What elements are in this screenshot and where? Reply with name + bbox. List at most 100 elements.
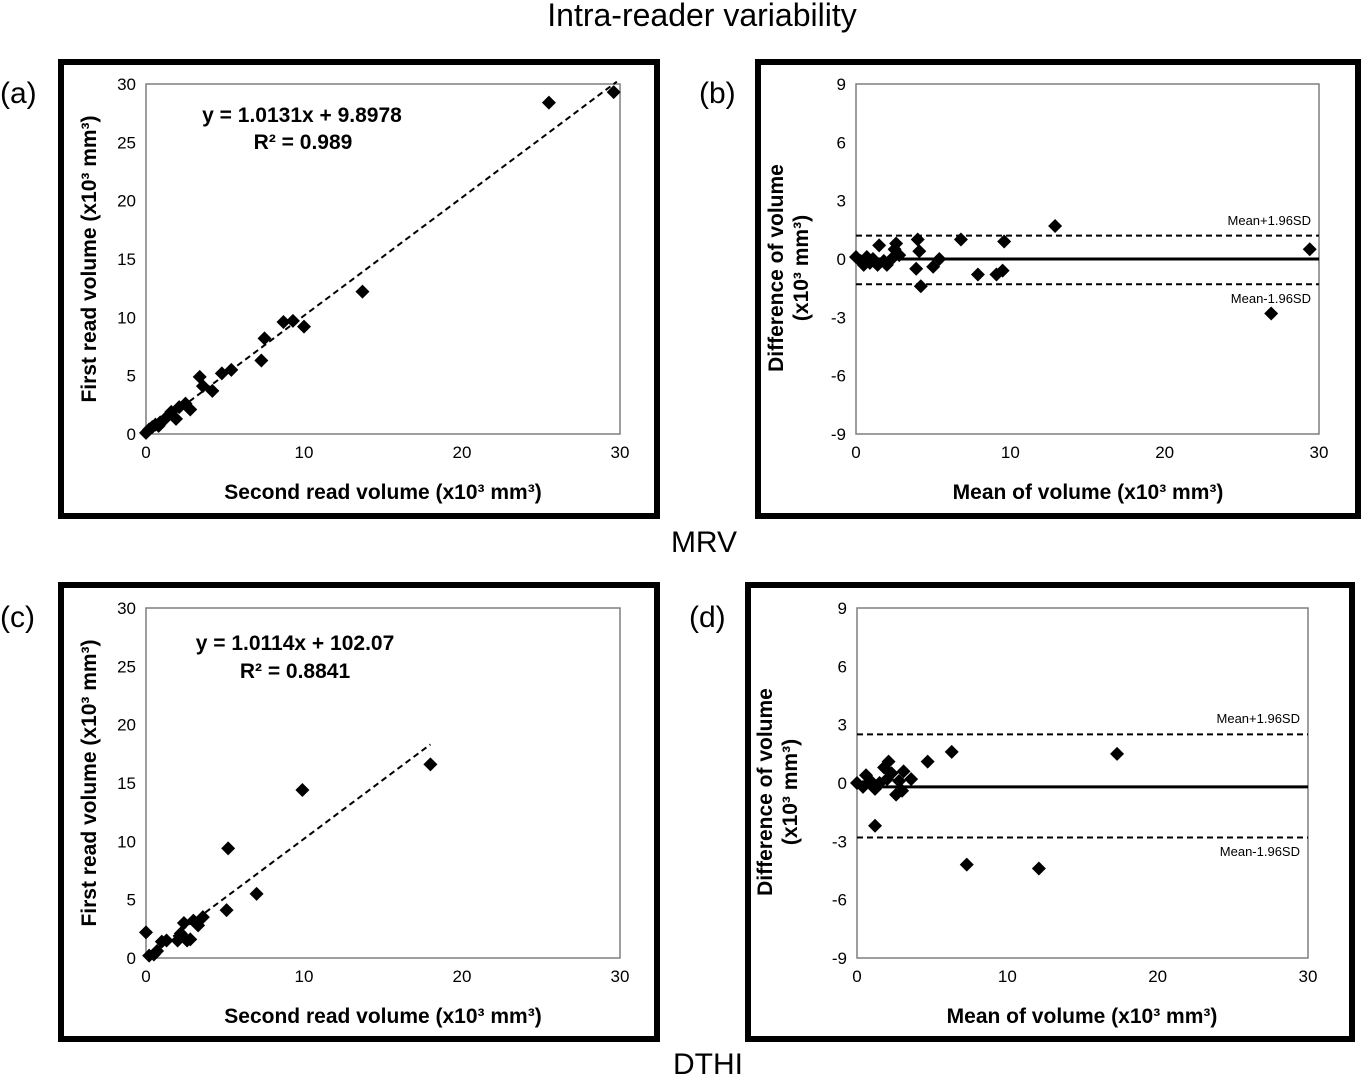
panel-d-data-point (881, 754, 896, 769)
panel-c-frame (58, 582, 660, 1042)
section-label-mrv: MRV (671, 526, 737, 559)
panel-d-marks: 0 10 20 30 -9 -6 -3 0 3 6 9 (832, 599, 1318, 986)
panel-d-data-point (959, 857, 974, 872)
panel-c-ylabel: First read volume (x10³ mm³) (78, 639, 101, 926)
panel-b-data-point (1048, 218, 1063, 233)
panel-a-data-point (285, 313, 300, 328)
panel-a-data-point (254, 353, 269, 368)
panel-c-xtick-label: 10 (295, 967, 314, 986)
panel-a-ylabel: First read volume (x10³ mm³) (78, 115, 101, 402)
panel-a-data-point (355, 284, 370, 299)
panel-a-ytick-label: 25 (117, 133, 136, 152)
panel-b-data-point (913, 279, 928, 294)
panel-b-ytick-label: 9 (837, 75, 846, 94)
panel-a-data-point (541, 95, 556, 110)
panel-c-xtick-label: 20 (453, 967, 472, 986)
panel-d-data-point (904, 772, 919, 787)
panel-c-label: (c) (0, 601, 35, 634)
panel-b-ytick-label: 3 (837, 192, 846, 211)
panel-c-data-point (195, 910, 210, 925)
panel-c-xlabel: Second read volume (x10³ mm³) (224, 1005, 541, 1028)
panel-c-data-point (423, 757, 438, 772)
panel-b-data-point (953, 232, 968, 247)
panel-a-trendline (148, 80, 618, 433)
panel-b-data-point (909, 261, 924, 276)
panel-d-data-point (884, 766, 899, 781)
panel-d-ytick-label: -3 (832, 832, 847, 851)
panel-c-data-point (176, 916, 191, 930)
panel-d-xtick-label: 0 (852, 967, 861, 986)
panel-d-xtick-label: 20 (1148, 967, 1167, 986)
panel-c-ytick-label: 20 (117, 716, 136, 735)
panel-b-frame (755, 59, 1361, 519)
panel-a-data-point (183, 402, 198, 417)
panel-a-xtick-label: 30 (611, 443, 630, 462)
panel-c-xtick-label: 0 (141, 967, 150, 986)
panel-b-ytick-label: -9 (831, 425, 846, 444)
panel-d-xlabel: Mean of volume (x10³ mm³) (947, 1005, 1218, 1028)
panel-a-data-point (297, 319, 311, 334)
panel-a-xtick-label: 0 (141, 443, 150, 462)
panel-d-data-point (920, 754, 935, 769)
panel-c-ytick-label: 0 (127, 949, 136, 968)
panel-b-data-point (1264, 306, 1279, 321)
panel-b-ytick-label: -6 (831, 367, 846, 386)
panel-c-marks: 0 10 20 30 0 5 10 15 20 25 30 (117, 599, 629, 986)
panel-b-ytick-label: -3 (831, 308, 846, 327)
panel-c-ytick-label: 15 (117, 774, 136, 793)
panel-b-data-point (970, 267, 985, 282)
panel-b-xtick-label: 10 (1001, 443, 1020, 462)
panel-d-ytick-label: -6 (832, 891, 847, 910)
panel-d-label: (d) (689, 601, 726, 634)
panel-a-ytick-label: 15 (117, 250, 136, 269)
panel-a-xtick-label: 20 (453, 443, 472, 462)
panel-d-ytick-label: 0 (838, 774, 847, 793)
panel-d-lower-limit-label: Mean-1.96SD (1220, 844, 1300, 859)
panel-c-ytick-label: 30 (117, 599, 136, 618)
panel-b-xlabel: Mean of volume (x10³ mm³) (953, 481, 1224, 504)
panel-d-ytick-label: 9 (838, 599, 847, 618)
panel-b-data-point (910, 232, 925, 247)
panel-a-ytick-label: 30 (117, 75, 136, 94)
panel-b-ytick-label: 0 (837, 250, 846, 269)
panel-a-ytick-label: 20 (117, 192, 136, 211)
panel-d-data-point (944, 744, 959, 759)
panel-a-equation: y = 1.0131x + 9.8978 (202, 104, 402, 127)
panel-b-marks: 0 10 20 30 -9 -6 -3 0 3 6 9 (831, 75, 1329, 462)
panel-a-plot-area (145, 83, 621, 435)
panel-d-xtick-label: 30 (1299, 967, 1318, 986)
panel-b-label: (b) (699, 77, 736, 110)
panel-b-upper-limit-label: Mean+1.96SD (1228, 213, 1311, 228)
panel-c-equation: y = 1.0114x + 102.07 (196, 632, 395, 655)
panel-b-data-point (995, 263, 1010, 278)
panel-b-data-point (892, 248, 907, 263)
panel-d-ytick-label: -9 (832, 949, 847, 968)
panel-d-ylabel-line1: Difference of volume (754, 688, 777, 896)
panel-c-data-point (219, 903, 234, 918)
panel-d-data-point (1110, 746, 1125, 761)
panel-d-xtick-label: 10 (998, 967, 1017, 986)
panel-d-data-point (1031, 861, 1046, 876)
panel-c-plot-area (145, 607, 621, 959)
panel-c-data-point (221, 841, 236, 856)
panel-d-frame (745, 582, 1355, 1042)
panel-b-xtick-label: 0 (851, 443, 860, 462)
section-label-dthi: DTHI (673, 1048, 743, 1077)
panel-a-ytick-label: 5 (127, 367, 136, 386)
panel-a-data-point (276, 315, 291, 329)
panel-c-data-point (159, 933, 174, 948)
panel-c-data-point (295, 783, 310, 797)
panel-a-xlabel: Second read volume (x10³ mm³) (224, 481, 541, 504)
panel-a-data-point (224, 362, 239, 377)
panel-b-ylabel-line1: Difference of volume (765, 164, 788, 372)
panel-d-ylabel-line2: (x10³ mm³) (779, 739, 802, 845)
panel-a-ytick-label: 10 (117, 308, 136, 327)
panel-b-data-point (997, 234, 1012, 249)
panel-a-xtick-label: 10 (295, 443, 314, 462)
panel-c-trendline (148, 743, 431, 956)
panel-d-plot-area (856, 607, 1309, 959)
panel-d-data-point (868, 818, 883, 833)
panel-c-ytick-label: 5 (127, 891, 136, 910)
panel-b-data-point (872, 238, 887, 253)
